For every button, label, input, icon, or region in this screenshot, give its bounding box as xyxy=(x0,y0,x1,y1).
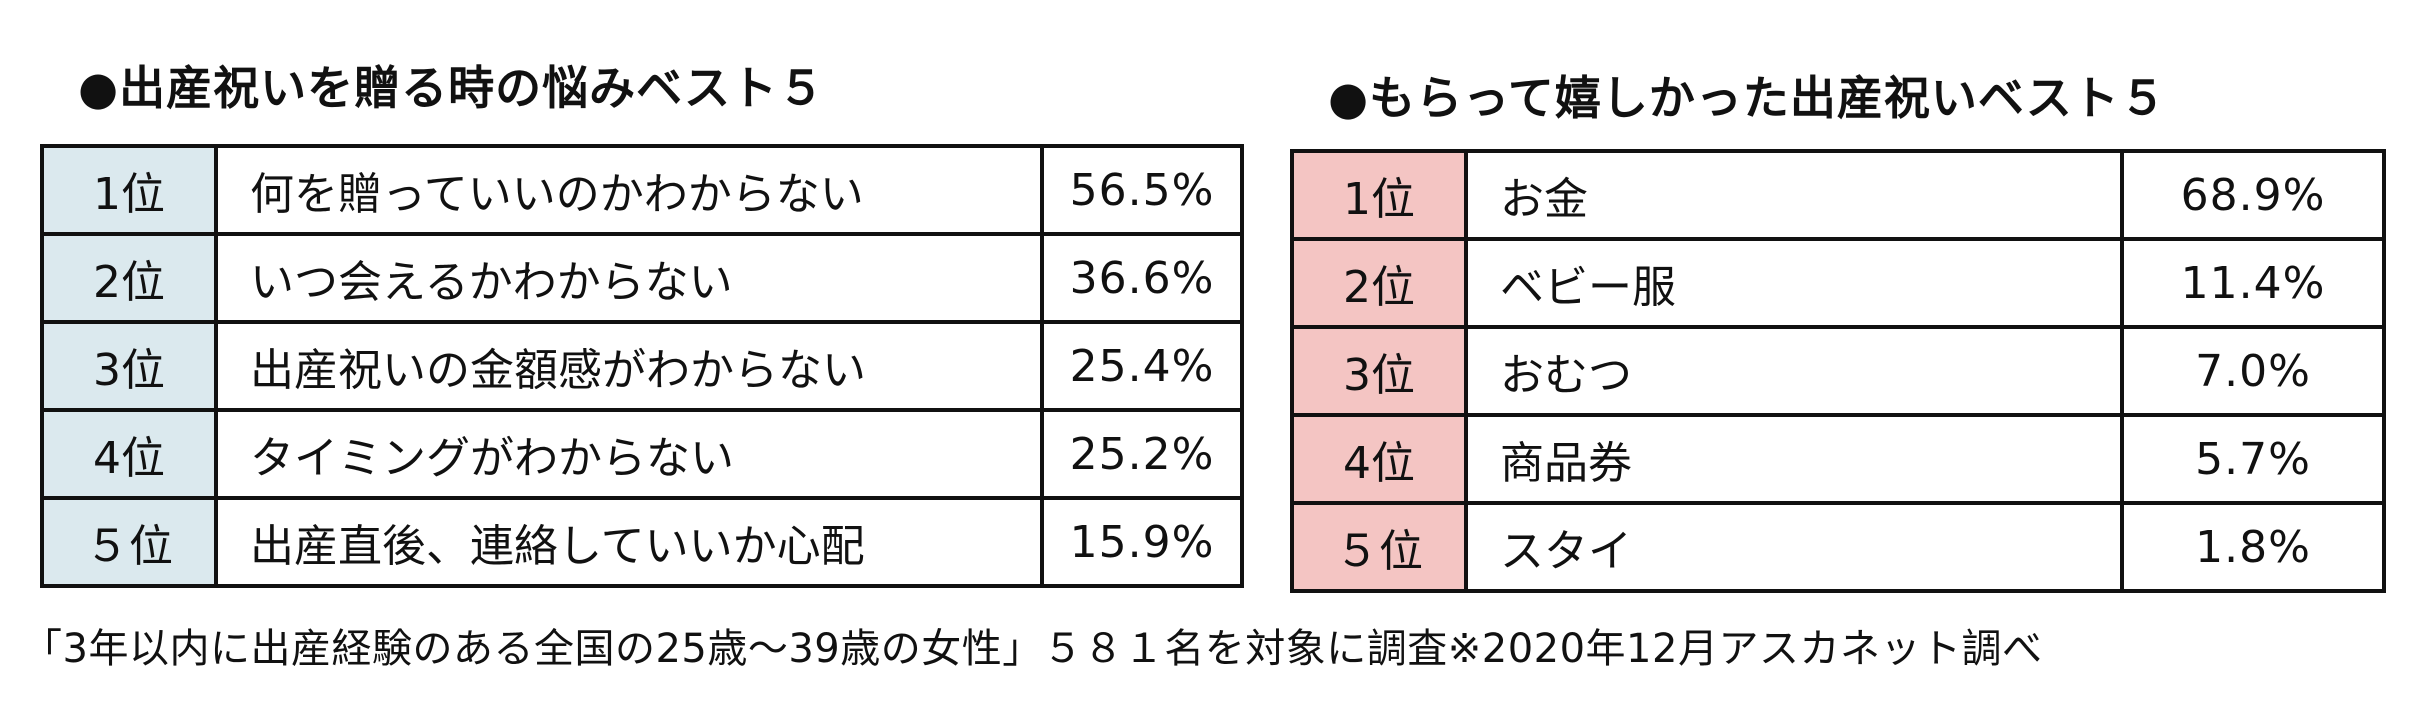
table-row: 4位 タイミングがわからない 25.2% xyxy=(40,408,1244,500)
survey-footnote: 「3年以内に出産経験のある全国の25歳～39歳の女性」５８１名を対象に調査※20… xyxy=(22,626,2043,672)
item-cell: 出産祝いの金額感がわからない xyxy=(214,320,1044,412)
concerns-ranking-table: 1位 何を贈っていいのかわからない 56.5% 2位 いつ会えるかわからない 3… xyxy=(40,144,1244,588)
table-row: 3位 出産祝いの金額感がわからない 25.4% xyxy=(40,320,1244,412)
percent-cell: 56.5% xyxy=(1040,144,1244,236)
percent-cell: 1.8% xyxy=(2120,501,2386,593)
percent-cell: 68.9% xyxy=(2120,149,2386,241)
table-row: ５位 出産直後、連絡していいか心配 15.9% xyxy=(40,496,1244,588)
table-row: 2位 ベビー服 11.4% xyxy=(1290,237,2386,329)
percent-cell: 7.0% xyxy=(2120,325,2386,417)
rank-cell: 2位 xyxy=(1290,237,1468,329)
table-row: 3位 おむつ 7.0% xyxy=(1290,325,2386,417)
item-cell: いつ会えるかわからない xyxy=(214,232,1044,324)
percent-cell: 11.4% xyxy=(2120,237,2386,329)
percent-cell: 25.4% xyxy=(1040,320,1244,412)
rank-cell: 1位 xyxy=(40,144,218,236)
rank-cell: ５位 xyxy=(1290,501,1468,593)
item-cell: お金 xyxy=(1464,149,2124,241)
rank-cell: 4位 xyxy=(40,408,218,500)
table-row: 1位 お金 68.9% xyxy=(1290,149,2386,241)
rank-cell: 1位 xyxy=(1290,149,1468,241)
rank-cell: 3位 xyxy=(40,320,218,412)
item-cell: ベビー服 xyxy=(1464,237,2124,329)
percent-cell: 5.7% xyxy=(2120,413,2386,505)
percent-cell: 25.2% xyxy=(1040,408,1244,500)
percent-cell: 15.9% xyxy=(1040,496,1244,588)
item-cell: おむつ xyxy=(1464,325,2124,417)
table-row: 1位 何を贈っていいのかわからない 56.5% xyxy=(40,144,1244,236)
item-cell: 出産直後、連絡していいか心配 xyxy=(214,496,1044,588)
item-cell: スタイ xyxy=(1464,501,2124,593)
table-row: 2位 いつ会えるかわからない 36.6% xyxy=(40,232,1244,324)
gifts-ranking-table: 1位 お金 68.9% 2位 ベビー服 11.4% 3位 おむつ 7.0% 4位… xyxy=(1290,149,2386,593)
rank-cell: ５位 xyxy=(40,496,218,588)
right-panel-title: ●もらって嬉しかった出産祝いベスト５ xyxy=(1328,71,2167,125)
percent-cell: 36.6% xyxy=(1040,232,1244,324)
table-row: ５位 スタイ 1.8% xyxy=(1290,501,2386,593)
item-cell: タイミングがわからない xyxy=(214,408,1044,500)
rank-cell: 3位 xyxy=(1290,325,1468,417)
rank-cell: 2位 xyxy=(40,232,218,324)
rank-cell: 4位 xyxy=(1290,413,1468,505)
table-row: 4位 商品券 5.7% xyxy=(1290,413,2386,505)
left-panel-title: ●出産祝いを贈る時の悩みベスト５ xyxy=(78,61,826,115)
item-cell: 商品券 xyxy=(1464,413,2124,505)
item-cell: 何を贈っていいのかわからない xyxy=(214,144,1044,236)
